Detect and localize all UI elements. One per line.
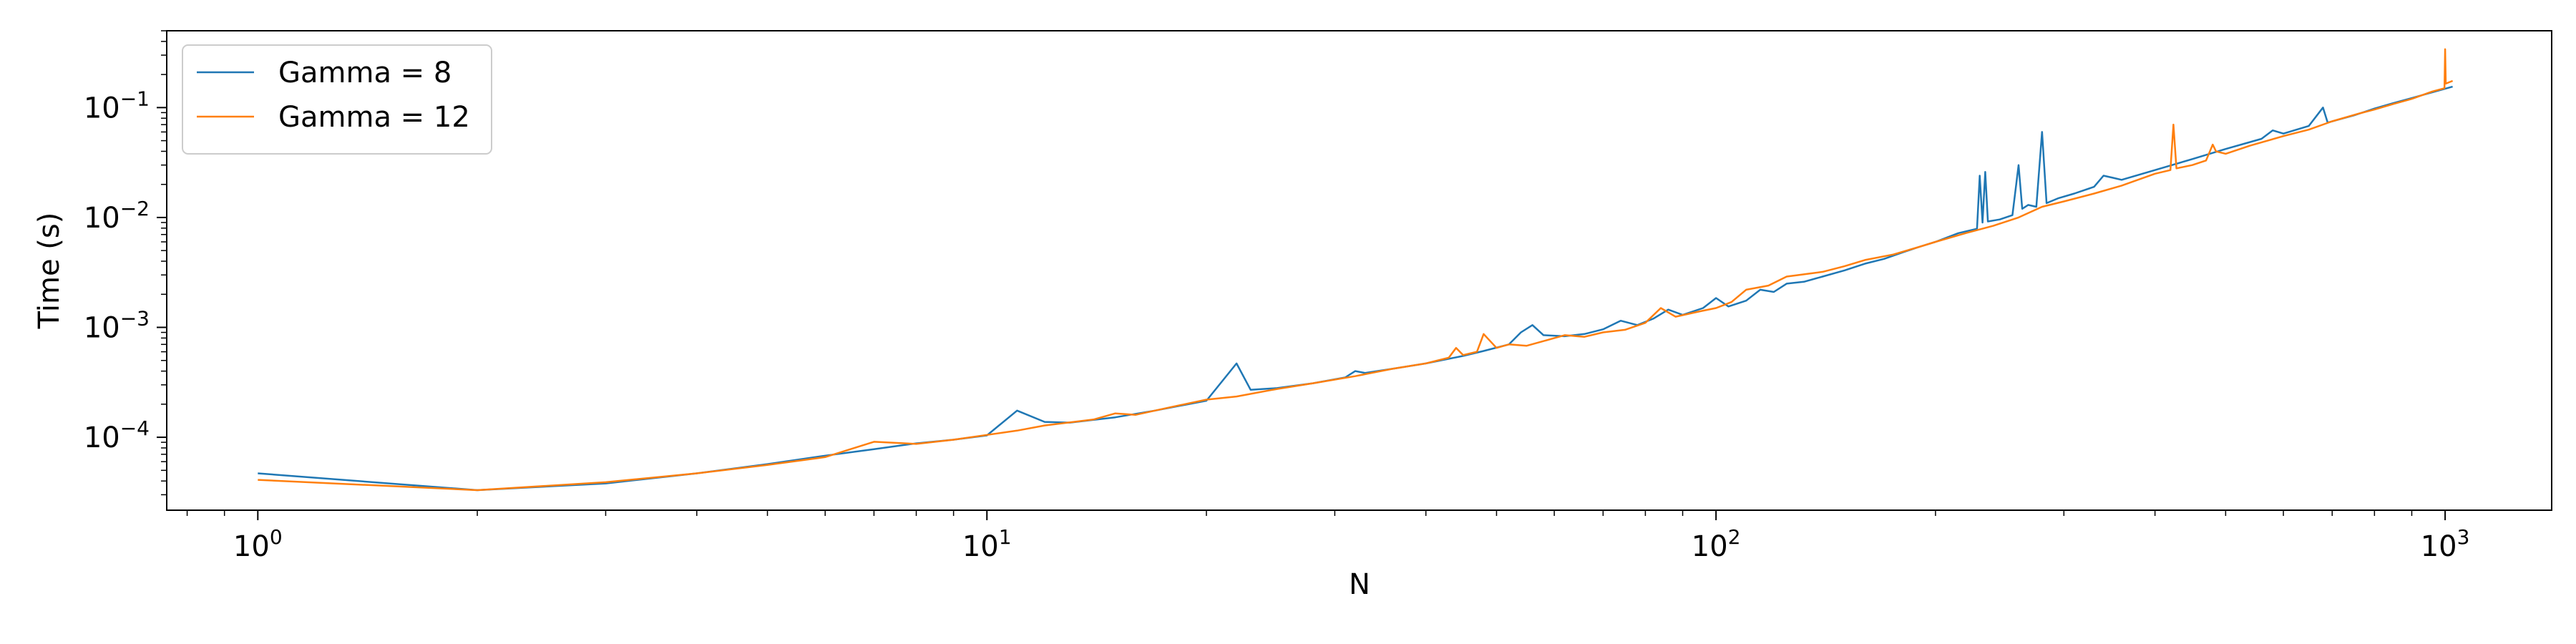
plot-area-frame (166, 30, 2552, 511)
legend-box (182, 44, 492, 155)
y-axis-label: Time (s) (33, 213, 66, 330)
x-axis-label: N (1349, 568, 1370, 601)
series-line-2 (258, 48, 2454, 492)
x-tick-label: 102 (1692, 525, 1741, 563)
y-tick-label: 10−4 (84, 416, 150, 454)
y-tick-label: 10−2 (84, 197, 150, 235)
series-layer (258, 48, 2454, 492)
x-axis: 100 101 102 103 (186, 510, 2470, 563)
x-tick-label: 101 (962, 525, 1012, 563)
y-axis: 10−4 10−3 10−2 10−1 (84, 30, 167, 496)
y-tick-label: 10−1 (84, 87, 150, 125)
y-tick-label: 10−3 (84, 307, 150, 345)
legend-label-1: Gamma = 8 (278, 57, 452, 89)
legend-label-2: Gamma = 12 (278, 101, 470, 134)
x-tick-label: 103 (2421, 525, 2470, 563)
legend: Gamma = 8 Gamma = 12 (182, 44, 492, 155)
x-tick-label: 100 (233, 525, 283, 563)
